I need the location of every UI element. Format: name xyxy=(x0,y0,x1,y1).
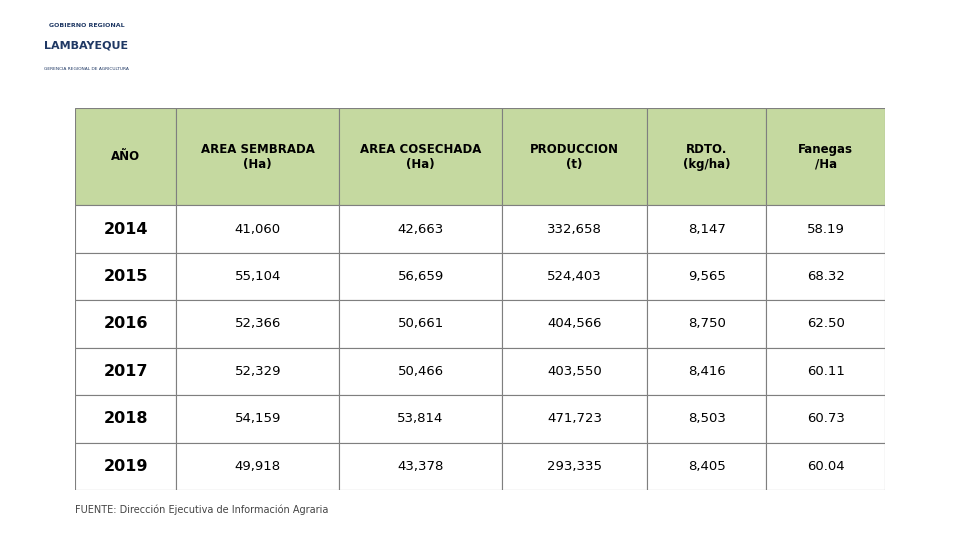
Bar xyxy=(766,253,885,300)
Text: 60.73: 60.73 xyxy=(806,413,845,426)
Bar xyxy=(766,205,885,253)
Bar xyxy=(647,395,766,443)
Text: 50,661: 50,661 xyxy=(397,318,444,330)
Bar xyxy=(502,348,647,395)
Bar xyxy=(647,253,766,300)
Bar xyxy=(766,443,885,490)
Text: 8,416: 8,416 xyxy=(687,365,726,378)
Text: 8,750: 8,750 xyxy=(687,318,726,330)
Text: 2016: 2016 xyxy=(104,316,148,332)
Text: PRODUCCION
(t): PRODUCCION (t) xyxy=(530,143,619,171)
Bar xyxy=(339,300,502,348)
Bar xyxy=(177,395,339,443)
Text: 8,503: 8,503 xyxy=(687,413,726,426)
Text: 2017: 2017 xyxy=(104,364,148,379)
Text: RDTO.
(kg/ha): RDTO. (kg/ha) xyxy=(683,143,731,171)
Bar xyxy=(177,348,339,395)
Text: 2014: 2014 xyxy=(104,221,148,237)
Bar xyxy=(339,108,502,205)
Text: 41,060: 41,060 xyxy=(234,222,280,235)
Text: 9,565: 9,565 xyxy=(687,270,726,283)
Text: 62.50: 62.50 xyxy=(806,318,845,330)
Text: 404,566: 404,566 xyxy=(547,318,602,330)
Text: FUENTE: Dirección Ejecutiva de Información Agraria: FUENTE: Dirección Ejecutiva de Informaci… xyxy=(75,504,328,515)
Bar xyxy=(766,348,885,395)
Bar xyxy=(177,443,339,490)
Text: 53,814: 53,814 xyxy=(397,413,444,426)
Bar xyxy=(647,205,766,253)
Bar xyxy=(75,253,177,300)
Text: 52,366: 52,366 xyxy=(234,318,281,330)
Text: 293,335: 293,335 xyxy=(547,460,602,473)
Text: 60.11: 60.11 xyxy=(806,365,845,378)
Text: 524,403: 524,403 xyxy=(547,270,602,283)
Text: 8,147: 8,147 xyxy=(687,222,726,235)
Bar xyxy=(502,253,647,300)
Bar xyxy=(75,443,177,490)
Bar xyxy=(75,300,177,348)
Text: 55,104: 55,104 xyxy=(234,270,281,283)
Text: 8,405: 8,405 xyxy=(687,460,726,473)
Text: 332,658: 332,658 xyxy=(547,222,602,235)
Text: 403,550: 403,550 xyxy=(547,365,602,378)
Bar xyxy=(75,348,177,395)
Text: SIEMBRAS, COSECHAS Y PRODUCCIÓN DE  ARROZ EN LAMBAYEQUE: SIEMBRAS, COSECHAS Y PRODUCCIÓN DE ARROZ… xyxy=(220,22,898,42)
Text: AÑO: AÑO xyxy=(111,150,140,163)
Bar xyxy=(647,108,766,205)
Bar xyxy=(177,205,339,253)
Bar xyxy=(502,300,647,348)
Text: 68.32: 68.32 xyxy=(806,270,845,283)
Text: 2015: 2015 xyxy=(104,269,148,284)
Bar xyxy=(502,108,647,205)
Text: 58.19: 58.19 xyxy=(806,222,845,235)
Bar xyxy=(502,395,647,443)
Text: AÑOS: 2014-2019: AÑOS: 2014-2019 xyxy=(469,57,647,75)
Text: AREA SEMBRADA
(Ha): AREA SEMBRADA (Ha) xyxy=(201,143,315,171)
Bar xyxy=(339,395,502,443)
Bar xyxy=(766,395,885,443)
Text: 52,329: 52,329 xyxy=(234,365,281,378)
Text: GERENCIA REGIONAL DE AGRICULTURA: GERENCIA REGIONAL DE AGRICULTURA xyxy=(44,67,129,71)
Bar xyxy=(647,443,766,490)
Text: 2018: 2018 xyxy=(104,411,148,427)
Bar xyxy=(502,443,647,490)
Bar xyxy=(339,348,502,395)
Bar xyxy=(177,108,339,205)
Bar xyxy=(75,395,177,443)
Bar xyxy=(502,205,647,253)
Bar xyxy=(75,108,177,205)
Text: 49,918: 49,918 xyxy=(234,460,280,473)
Text: 60.04: 60.04 xyxy=(806,460,845,473)
Bar xyxy=(339,443,502,490)
Text: GOBIERNO REGIONAL: GOBIERNO REGIONAL xyxy=(49,23,124,28)
Text: 54,159: 54,159 xyxy=(234,413,281,426)
Text: 2019: 2019 xyxy=(104,459,148,474)
Text: 42,663: 42,663 xyxy=(397,222,444,235)
Bar xyxy=(339,253,502,300)
Text: AREA COSECHADA
(Ha): AREA COSECHADA (Ha) xyxy=(360,143,481,171)
Bar xyxy=(177,253,339,300)
Text: Fanegas
/Ha: Fanegas /Ha xyxy=(798,143,853,171)
Bar xyxy=(339,205,502,253)
Bar xyxy=(647,348,766,395)
Bar xyxy=(766,300,885,348)
Bar xyxy=(766,108,885,205)
Bar xyxy=(75,205,177,253)
Bar xyxy=(177,300,339,348)
Text: 50,466: 50,466 xyxy=(397,365,444,378)
Text: LAMBAYEQUE: LAMBAYEQUE xyxy=(44,41,129,51)
Text: 56,659: 56,659 xyxy=(397,270,444,283)
Bar xyxy=(647,300,766,348)
Text: 43,378: 43,378 xyxy=(397,460,444,473)
Text: 471,723: 471,723 xyxy=(547,413,602,426)
